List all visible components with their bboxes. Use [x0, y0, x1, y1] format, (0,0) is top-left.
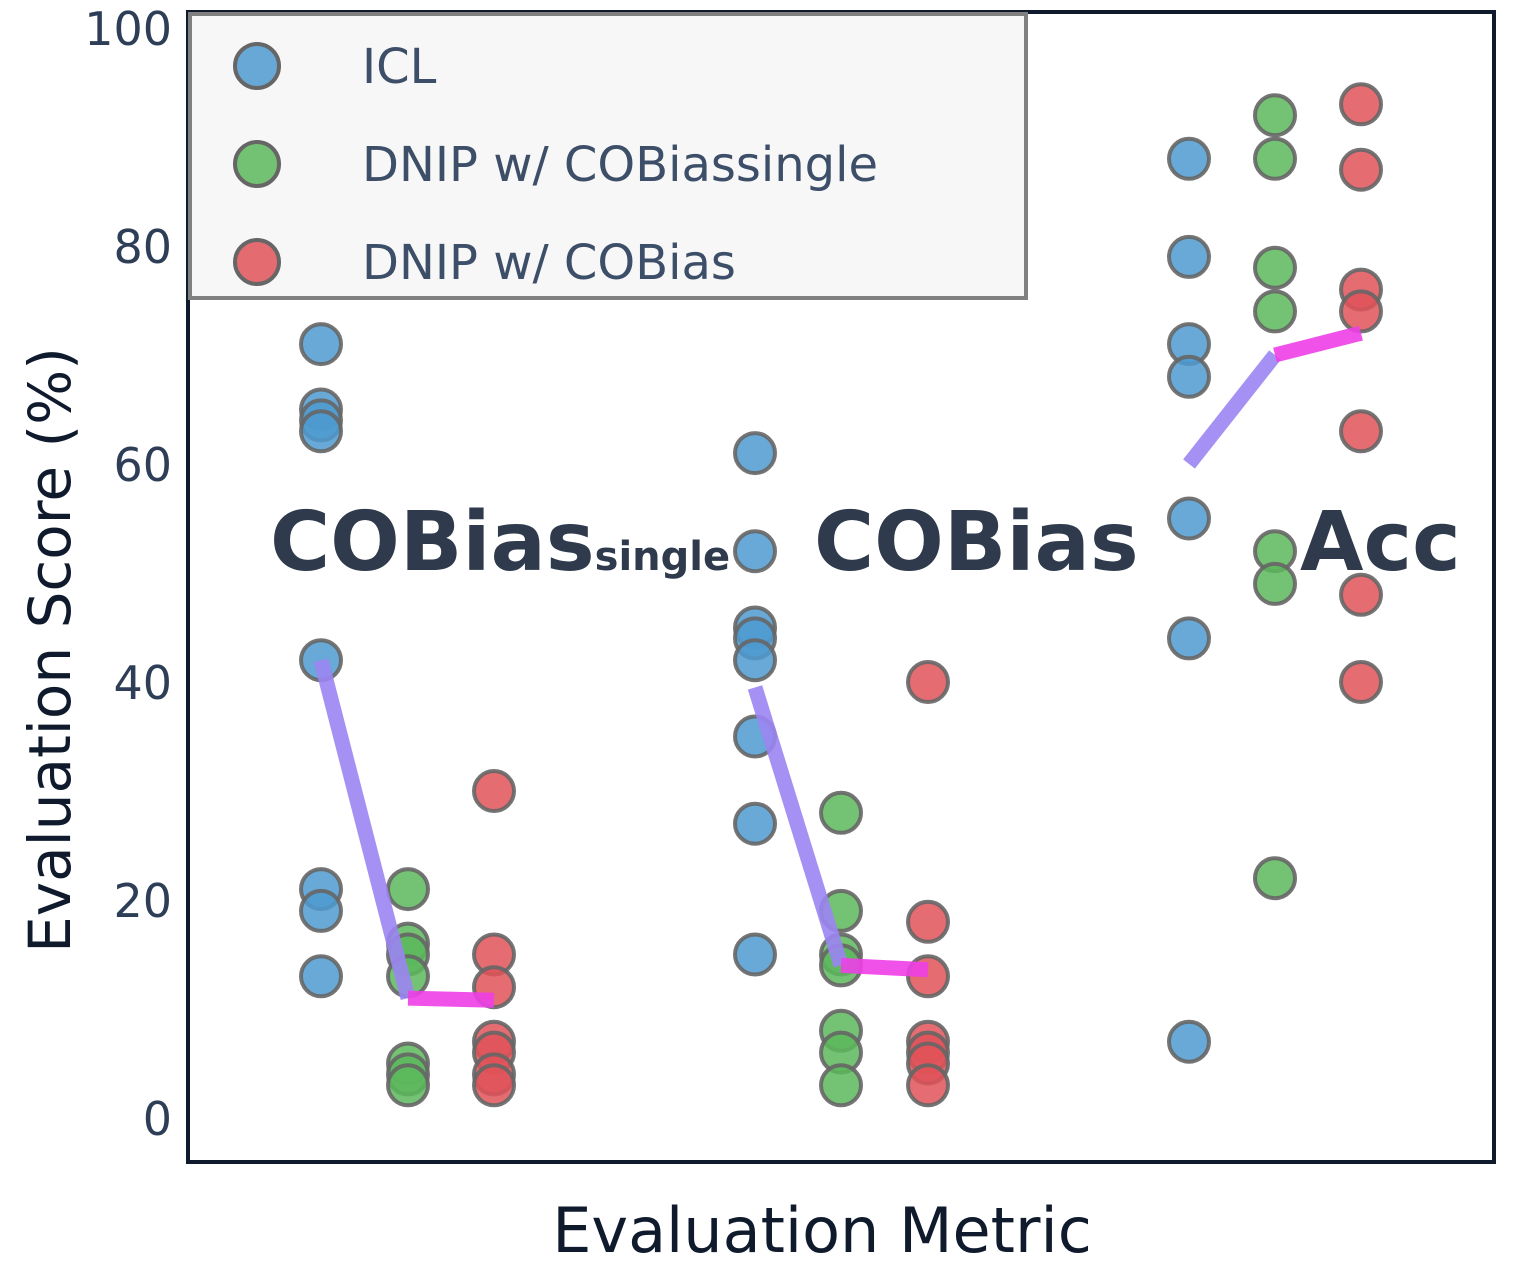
- data-point: [1167, 1019, 1211, 1064]
- data-point: [1339, 289, 1383, 334]
- x-axis-title: Evaluation Metric: [552, 1194, 1092, 1267]
- group-labels: COBiassingle COBias Acc: [270, 495, 1461, 590]
- legend-marker: [233, 42, 281, 90]
- y-axis-title: Evaluation Score (%): [16, 347, 84, 953]
- data-point: [1167, 354, 1211, 399]
- mean-line: [1273, 325, 1363, 363]
- data-point: [1339, 572, 1383, 617]
- y-tick-label: 40: [113, 656, 172, 710]
- data-point: [299, 954, 343, 999]
- group-label: COBiassingle: [270, 495, 730, 590]
- mean-lines: [313, 325, 1363, 1008]
- data-point: [1253, 856, 1297, 901]
- data-point: [386, 1063, 430, 1108]
- group-label: COBias: [814, 495, 1139, 590]
- data-point: [733, 801, 777, 846]
- mean-line: [1183, 350, 1281, 469]
- group-label: Acc: [1300, 495, 1461, 590]
- data-point: [1253, 245, 1297, 290]
- data-point: [1167, 616, 1211, 661]
- mean-line: [407, 990, 495, 1008]
- y-tick-label: 80: [113, 220, 172, 274]
- y-tick-label: 100: [84, 2, 172, 56]
- mean-line: [840, 957, 929, 978]
- mean-line: [747, 685, 849, 968]
- data-point: [1167, 234, 1211, 279]
- data-point: [1339, 147, 1383, 192]
- data-point: [733, 431, 777, 476]
- data-point: [386, 867, 430, 912]
- data-point: [1339, 409, 1383, 454]
- data-point: [472, 1063, 516, 1108]
- legend-label: DNIP w/ COBiassingle: [362, 137, 878, 193]
- data-marks: [299, 82, 1383, 1108]
- data-point: [1339, 82, 1383, 127]
- data-point: [1253, 136, 1297, 181]
- legend-label: DNIP w/ COBias: [362, 235, 736, 291]
- data-point: [733, 529, 777, 574]
- y-tick-label: 60: [113, 438, 172, 492]
- data-point: [472, 769, 516, 813]
- legend: ICL DNIP w/ COBiassingle DNIP w/ COBias: [188, 12, 1028, 300]
- data-point: [906, 899, 950, 944]
- data-point: [1253, 93, 1297, 138]
- legend-label: ICL: [362, 39, 437, 95]
- data-point: [299, 322, 343, 367]
- y-axis-ticks: 0 20 40 60 80 100: [84, 2, 172, 1146]
- data-point: [299, 888, 343, 933]
- data-point: [1339, 660, 1383, 704]
- legend-box: [188, 12, 1028, 300]
- data-point: [733, 932, 777, 977]
- y-tick-label: 20: [113, 874, 172, 928]
- data-point: [819, 790, 863, 835]
- mean-line: [313, 658, 416, 1000]
- data-point: [1253, 561, 1297, 606]
- y-tick-label: 0: [143, 1092, 172, 1146]
- data-point: [906, 660, 950, 704]
- legend-marker: [233, 140, 281, 188]
- legend-marker: [233, 238, 281, 286]
- data-point: [1167, 136, 1211, 181]
- data-point: [733, 638, 777, 683]
- data-point: [1253, 289, 1297, 334]
- data-point: [299, 409, 343, 454]
- data-point: [906, 1063, 950, 1108]
- data-point: [819, 1063, 863, 1108]
- data-point: [1167, 496, 1211, 541]
